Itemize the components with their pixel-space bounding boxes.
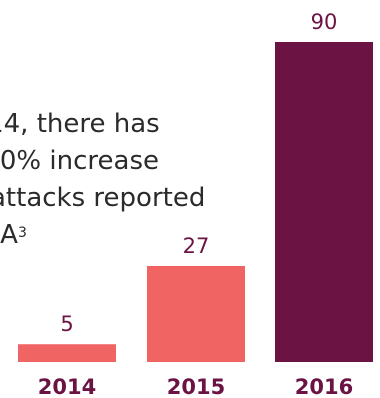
annotation-line-1: 2014, there has <box>0 109 160 139</box>
category-label-2016: 2016 <box>295 375 353 398</box>
annotation-line-3: attacks reported <box>0 183 206 213</box>
bar-2015 <box>147 266 245 362</box>
category-label-2015: 2015 <box>167 375 225 398</box>
chart-annotation: 2014, there has 1,700% increase attacks … <box>0 106 280 254</box>
footnote-marker: 3 <box>17 225 27 241</box>
annotation-line-4: CA3 <box>0 217 280 254</box>
category-label-2014: 2014 <box>38 375 96 398</box>
value-label-2015: 27 <box>183 234 210 258</box>
value-label-2014: 5 <box>60 312 73 336</box>
annotation-line-4-text: CA <box>0 220 18 250</box>
value-label-2016: 90 <box>311 10 338 34</box>
bar-2016 <box>275 42 373 362</box>
annotation-line-2: 1,700% increase <box>0 146 159 176</box>
bar-2014 <box>18 344 116 362</box>
